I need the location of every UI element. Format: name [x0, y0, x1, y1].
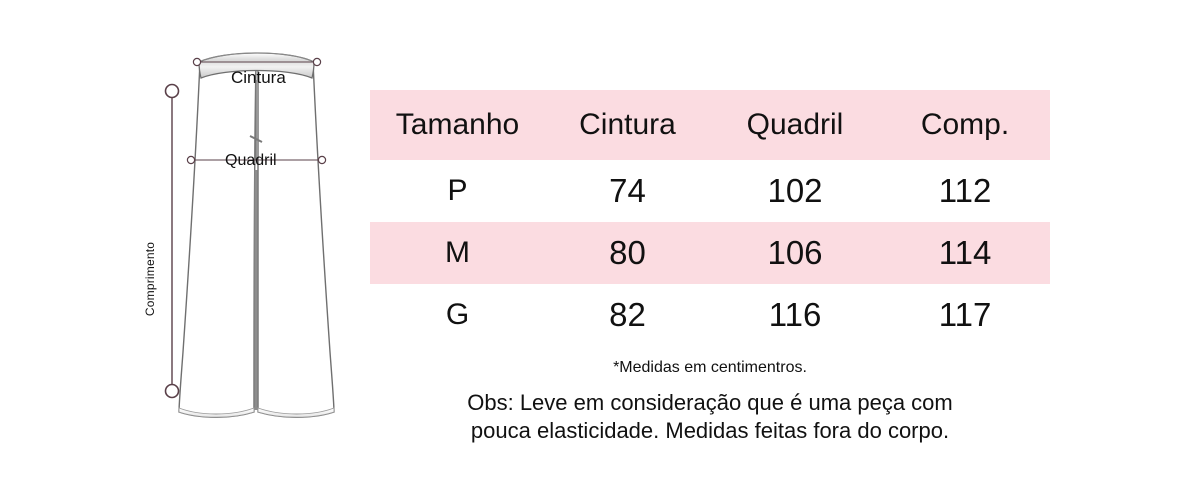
cell-size: M: [445, 236, 470, 269]
column-header-waist: Cintura: [579, 108, 676, 141]
table-header-row: Tamanho Cintura Quadril Comp.: [370, 90, 1050, 160]
observation-line-2: pouca elasticidade. Medidas feitas fora …: [470, 418, 950, 444]
pants-illustration-panel: Cintura Quadril Comprimento: [0, 0, 360, 500]
cell-hip: 116: [768, 296, 822, 333]
table-header: Tamanho Cintura Quadril Comp.: [370, 90, 1050, 160]
size-measurements-table: Tamanho Cintura Quadril Comp. P 74 102 1…: [370, 90, 1050, 346]
observation-note: Obs: Leve em consideração que é uma peça…: [370, 389, 1050, 445]
hip-label: Quadril: [225, 152, 277, 169]
table-row: M 80 106 114: [370, 222, 1050, 284]
cell-hip: 106: [767, 234, 823, 271]
pants-right-hem: [257, 407, 335, 418]
units-note: *Medidas em centimentros.: [613, 359, 807, 376]
pants-left-hem: [178, 407, 255, 418]
table-body: P 74 102 112 M 80 106 114 G 82 116 117: [370, 160, 1050, 346]
table-row: G 82 116 117: [370, 284, 1050, 346]
waist-label: Cintura: [231, 68, 286, 87]
cell-waist: 82: [609, 296, 646, 333]
fly-bartack: [249, 135, 263, 143]
hip-measure-endpoint-right: [317, 155, 327, 165]
waist-measure-endpoint-right: [312, 57, 322, 67]
cell-length: 112: [938, 172, 992, 209]
cell-waist: 80: [609, 234, 646, 271]
waist-measure-endpoint-left: [192, 57, 202, 67]
pants-right-leg: [257, 61, 335, 418]
observation-line-1: Obs: Leve em consideração que é uma peça…: [467, 390, 953, 416]
pants-left-leg: [178, 61, 257, 418]
column-header-hip: Quadril: [746, 108, 844, 141]
cell-length: 114: [938, 234, 992, 271]
column-header-length: Comp.: [920, 108, 1010, 141]
cell-length: 117: [938, 296, 992, 333]
hip-measure-endpoint-left: [186, 155, 196, 165]
waistband-top-edge: [198, 52, 315, 63]
length-measure-endpoint-bottom: [164, 383, 180, 399]
measurements-panel: Tamanho Cintura Quadril Comp. P 74 102 1…: [370, 0, 1200, 500]
notes-block: *Medidas em centimentros. Obs: Leve em c…: [370, 358, 1050, 446]
pants-technical-drawing: [164, 52, 335, 418]
cell-hip: 102: [767, 172, 823, 209]
cell-size: G: [445, 298, 470, 331]
cell-size: P: [447, 174, 468, 207]
column-header-size: Tamanho: [395, 108, 520, 141]
table-row: P 74 102 112: [370, 160, 1050, 222]
length-label: Comprimento: [143, 241, 158, 317]
cell-waist: 74: [609, 172, 646, 209]
length-measure-endpoint-top: [164, 83, 180, 99]
